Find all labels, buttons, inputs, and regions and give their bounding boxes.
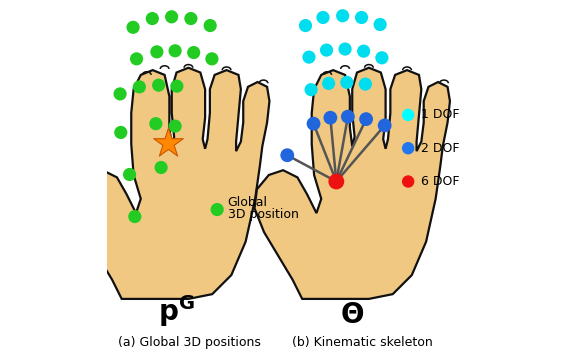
Point — [132, 56, 141, 62]
Text: $\mathbf{p}^\mathbf{G}$: $\mathbf{p}^\mathbf{G}$ — [158, 293, 195, 329]
Point — [361, 81, 370, 87]
Point — [213, 207, 222, 213]
Point — [148, 16, 157, 21]
Point — [309, 121, 318, 126]
Text: $\mathbf{\Theta}$: $\mathbf{\Theta}$ — [340, 301, 364, 329]
Point — [173, 83, 182, 89]
Point — [116, 91, 125, 97]
Point — [343, 114, 352, 120]
Point — [154, 82, 163, 88]
Point — [151, 121, 160, 126]
Point — [164, 140, 173, 146]
Point — [206, 23, 215, 28]
Text: Global: Global — [228, 196, 268, 209]
Text: 6 DOF: 6 DOF — [421, 175, 460, 188]
Point — [130, 214, 139, 219]
Point — [283, 152, 292, 158]
Point — [189, 50, 198, 56]
Point — [359, 48, 368, 54]
Point — [404, 112, 413, 118]
Point — [135, 84, 144, 90]
Point — [170, 123, 179, 129]
Polygon shape — [254, 68, 450, 299]
Point — [322, 47, 331, 53]
Point — [208, 56, 217, 62]
Point — [362, 116, 371, 122]
Text: (a) Global 3D positions: (a) Global 3D positions — [118, 336, 261, 349]
Point — [332, 179, 341, 184]
Point — [380, 122, 389, 128]
Point — [338, 13, 347, 19]
Point — [376, 22, 385, 27]
Point — [404, 179, 413, 184]
Point — [324, 80, 333, 86]
Text: 3D position: 3D position — [228, 208, 298, 221]
Point — [116, 130, 125, 135]
Point — [167, 14, 176, 20]
Point — [357, 15, 366, 20]
Point — [305, 54, 314, 60]
Point — [307, 87, 316, 93]
Point — [152, 49, 161, 55]
Point — [129, 25, 138, 30]
Text: 1 DOF: 1 DOF — [421, 109, 460, 121]
Polygon shape — [74, 68, 270, 299]
Point — [301, 23, 310, 28]
Point — [125, 172, 134, 177]
Point — [404, 145, 413, 151]
Point — [342, 79, 351, 85]
Point — [186, 16, 195, 21]
Text: (b) Kinematic skeleton: (b) Kinematic skeleton — [292, 336, 433, 349]
Point — [341, 46, 350, 52]
Point — [170, 48, 179, 54]
Point — [326, 115, 335, 121]
Point — [377, 55, 386, 61]
Point — [157, 164, 166, 170]
Point — [319, 15, 328, 20]
Text: 2 DOF: 2 DOF — [421, 142, 460, 155]
